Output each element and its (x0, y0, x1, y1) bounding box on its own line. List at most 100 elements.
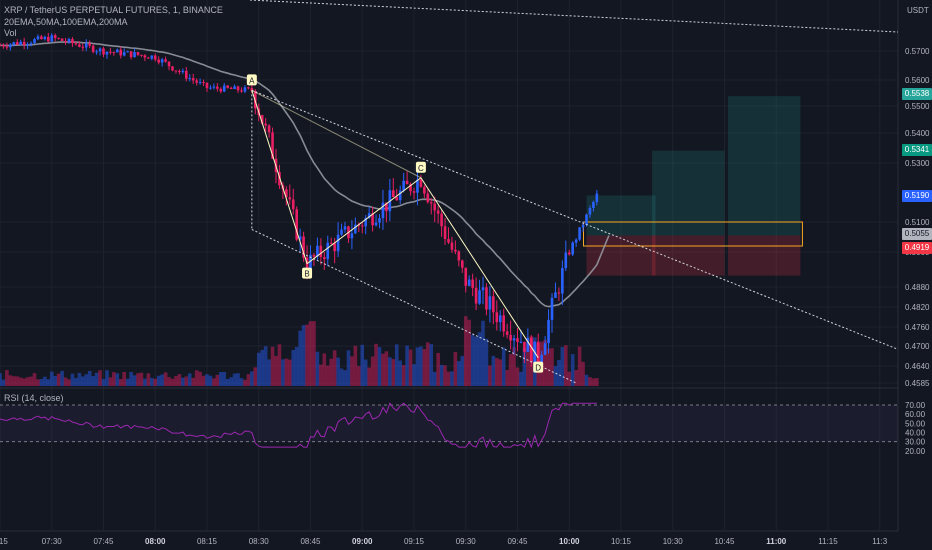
candle-body (219, 88, 223, 92)
candle-body (312, 254, 316, 257)
volume-bar (526, 343, 530, 386)
volume-bar (474, 336, 478, 386)
volume-bar (112, 372, 116, 386)
volume-bar (377, 347, 382, 386)
candle-body (5, 46, 9, 48)
rsi-tick-label: 20.00 (905, 447, 926, 456)
candle-body (15, 42, 19, 45)
time-tick-label: 08:45 (300, 537, 321, 546)
abcd-pattern[interactable]: A B C D (246, 74, 544, 373)
candle-body (488, 296, 492, 310)
volume-bar (250, 371, 254, 386)
trend-channel[interactable] (249, 0, 899, 384)
volume-bar (470, 334, 475, 386)
candle-body (181, 70, 185, 73)
candle-body (212, 86, 216, 88)
candle-body (436, 210, 440, 214)
candle-body (122, 52, 126, 56)
volume-bar (122, 372, 126, 386)
price-axis[interactable]: 0.5700 0.5600 0.5500 0.5400 0.5300 0.51000.50… (905, 47, 930, 388)
volume-bar (522, 347, 527, 386)
candle-body (95, 51, 98, 53)
candle-body (412, 191, 416, 193)
volume-bar (546, 348, 551, 386)
volume-bar (308, 321, 313, 386)
time-tick-label: 10:15 (611, 537, 632, 546)
candle-body (547, 319, 550, 344)
candle-body (143, 55, 147, 58)
rsi-line (0, 402, 597, 449)
candle-body (185, 70, 188, 79)
candle-body (402, 180, 405, 191)
rsi-tick-label: 30.00 (905, 438, 926, 447)
indicators-legend[interactable]: 20EMA,50MA,100EMA,200MA (4, 17, 128, 27)
volume-bar (491, 355, 496, 386)
volume-bar (543, 340, 547, 386)
price-tag-stop: 0.4919 (902, 242, 932, 254)
candle-body (429, 202, 433, 204)
volume-bar (118, 379, 123, 386)
candle-body (492, 296, 495, 313)
candle-body (171, 66, 174, 71)
volume-bar (43, 376, 47, 386)
price-tick-label: 0.4585 (905, 379, 930, 388)
candle-body (336, 234, 340, 252)
volume-bar (77, 372, 82, 386)
volume-bar (32, 373, 37, 386)
volume-bar (163, 372, 168, 386)
volume-bar (481, 320, 485, 386)
time-tick-label: 08:30 (249, 537, 270, 546)
volume-bar (415, 347, 420, 386)
candle-body (457, 251, 461, 261)
time-axis[interactable]: 7:15 07:30 07:45 08:00 08:15 08:30 08:45 09:00 0… (0, 537, 888, 546)
volume-bar (22, 378, 26, 386)
volume-bar (591, 378, 596, 386)
candle-body (392, 190, 395, 198)
volume-bar (160, 374, 164, 386)
time-tick-label: 09:15 (404, 537, 425, 546)
candle-body (267, 125, 271, 133)
moving-average-line (0, 41, 610, 308)
candle-body (461, 260, 464, 268)
candle-body (564, 252, 568, 269)
volume-bar (501, 347, 506, 386)
candle-body (426, 193, 430, 203)
candle-body (36, 36, 40, 40)
candle-body (385, 202, 388, 212)
candle-body (350, 233, 354, 239)
candle-body (129, 51, 133, 58)
price-tag-target-2: 0.5341 (902, 144, 932, 156)
candle-body (167, 61, 171, 67)
pattern-point-b-label: B (304, 270, 309, 279)
volume-bar (339, 368, 344, 386)
candle-body (102, 48, 105, 55)
volume-bar (588, 377, 592, 386)
candle-body (298, 236, 302, 240)
volume-bar (353, 345, 358, 386)
volume-bar (301, 325, 306, 386)
pattern-point-a-marker (246, 74, 257, 86)
candle-body (367, 213, 371, 218)
candle-body (236, 86, 240, 91)
volume-bar (153, 378, 158, 386)
volume-bar (305, 324, 309, 386)
candle-body (109, 51, 112, 53)
volume-bar (564, 345, 568, 386)
candle-body (64, 40, 67, 43)
volume-bar (5, 370, 9, 386)
volume-bar (74, 378, 78, 386)
candle-body (81, 46, 85, 48)
volume-bar (394, 344, 399, 386)
profit-zone (727, 96, 801, 236)
volume-bar (488, 365, 492, 386)
volume-legend[interactable]: Vol (4, 28, 17, 38)
candle-body (0, 45, 2, 47)
candle-body (550, 297, 554, 320)
rsi-legend[interactable]: RSI (14, close) (4, 393, 64, 403)
candle-body (423, 186, 426, 194)
candle-body (495, 312, 499, 323)
volume-bar (1, 379, 6, 386)
volume-bar (8, 375, 13, 386)
candle-body (153, 55, 157, 60)
